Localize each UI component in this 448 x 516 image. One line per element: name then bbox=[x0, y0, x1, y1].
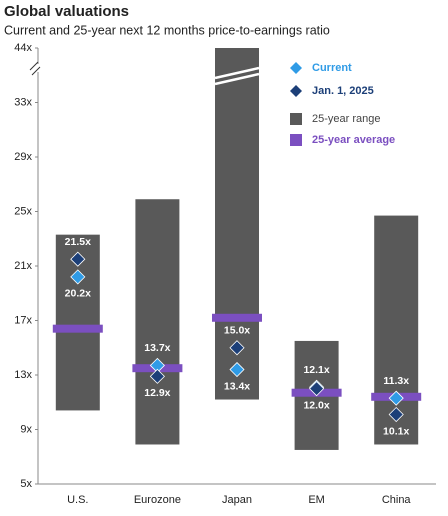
data-label: 12.1x bbox=[303, 364, 329, 376]
legend-swatch bbox=[290, 62, 302, 74]
data-label: 15.0x bbox=[224, 325, 250, 337]
legend-label: Current bbox=[312, 62, 352, 74]
marker bbox=[70, 269, 86, 285]
y-tick-label: 9x bbox=[20, 423, 32, 435]
axis-break bbox=[29, 61, 44, 76]
x-tick-label: U.S. bbox=[67, 494, 88, 506]
marker bbox=[229, 340, 245, 356]
range-bar bbox=[135, 199, 180, 445]
range-bar bbox=[374, 215, 419, 445]
legend: Current Jan. 1, 2025 25-year range 25-year … bbox=[290, 62, 395, 146]
y-tick-label: 44x bbox=[14, 42, 32, 54]
marker bbox=[149, 368, 165, 384]
data-label: 13.4x bbox=[224, 380, 250, 392]
data-label: 13.7x bbox=[144, 342, 170, 354]
x-tick-label: Japan bbox=[222, 494, 252, 506]
marker bbox=[388, 390, 404, 406]
x-tick-label: EM bbox=[308, 494, 325, 506]
plot: 5x 9x 13x 17x 21x 25x 29x 33x 44x U.S. 20.2x 21.5x E… bbox=[14, 42, 422, 506]
y-tick-label: 25x bbox=[14, 205, 32, 217]
legend-swatch bbox=[290, 113, 302, 125]
data-label: 12.9x bbox=[144, 387, 170, 399]
y-tick-label: 5x bbox=[20, 478, 32, 490]
legend-label: 25-year range bbox=[312, 113, 381, 125]
legend-label: 25-year average bbox=[312, 134, 395, 146]
data-label: 20.2x bbox=[65, 288, 91, 300]
bar-break bbox=[214, 66, 260, 86]
x-tick-label: Eurozone bbox=[134, 494, 181, 506]
y-tick-label: 13x bbox=[14, 369, 32, 381]
average-line bbox=[52, 324, 103, 333]
y-tick-label: 33x bbox=[14, 96, 32, 108]
x-tick-label: China bbox=[382, 494, 412, 506]
y-tick-label: 21x bbox=[14, 260, 32, 272]
y-tick-label: 17x bbox=[14, 314, 32, 326]
data-label: 11.3x bbox=[383, 375, 409, 387]
y-tick-label: 29x bbox=[14, 151, 32, 163]
data-label: 21.5x bbox=[65, 236, 91, 248]
chart-subtitle: Current and 25-year next 12 months price… bbox=[4, 23, 330, 37]
marker bbox=[388, 406, 404, 423]
marker bbox=[309, 381, 325, 397]
marker bbox=[229, 361, 245, 378]
legend-label: Jan. 1, 2025 bbox=[312, 85, 374, 97]
legend-swatch bbox=[290, 134, 302, 146]
marker bbox=[70, 251, 86, 267]
data-label: 12.0x bbox=[303, 399, 329, 411]
average-line bbox=[212, 313, 262, 322]
legend-swatch bbox=[290, 85, 302, 97]
data-label: 10.1x bbox=[383, 425, 409, 437]
chart-title: Global valuations bbox=[4, 3, 129, 20]
